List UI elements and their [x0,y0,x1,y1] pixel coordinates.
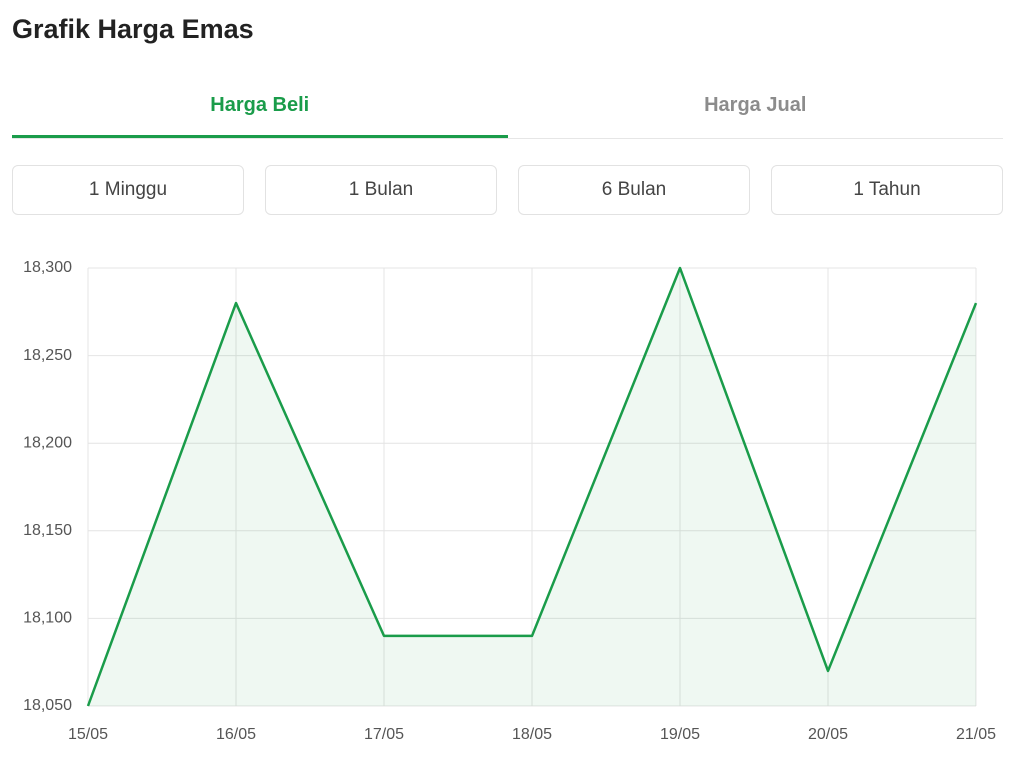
period-button[interactable]: 1 Minggu [12,165,244,215]
x-tick-label: 15/05 [68,726,108,743]
chart: 18,050 18,100 18,150 18,200 18,250 18,300 15/0… [23,259,996,743]
y-tick-label: 18,200 [23,434,72,451]
period-button[interactable]: 1 Bulan [265,165,497,215]
x-tick-label: 21/05 [956,726,996,743]
period-button[interactable]: 6 Bulan [518,165,750,215]
y-tick-label: 18,100 [23,610,72,627]
period-bar: 1 Minggu 1 Bulan 6 Bulan 1 Tahun [12,165,1003,215]
x-tick-label: 18/05 [512,726,552,743]
y-tick-label: 18,250 [23,347,72,364]
y-tick-label: 18,050 [23,697,72,714]
tab-bar: Harga Beli Harga Jual [12,80,1003,139]
tab[interactable]: Harga Jual [704,94,807,116]
page-title: Grafik Harga Emas [12,14,254,44]
y-tick-label: 18,300 [23,259,72,276]
area [88,268,976,706]
line [86,266,978,707]
x-tick-label: 20/05 [808,726,848,743]
y-tick-label: 18,150 [23,522,72,539]
x-tick-label: 17/05 [364,726,404,743]
x-tick-label: 19/05 [660,726,700,743]
period-button[interactable]: 1 Tahun [771,165,1003,215]
x-tick-label: 16/05 [216,726,256,743]
tab[interactable]: Harga Beli [12,80,508,138]
